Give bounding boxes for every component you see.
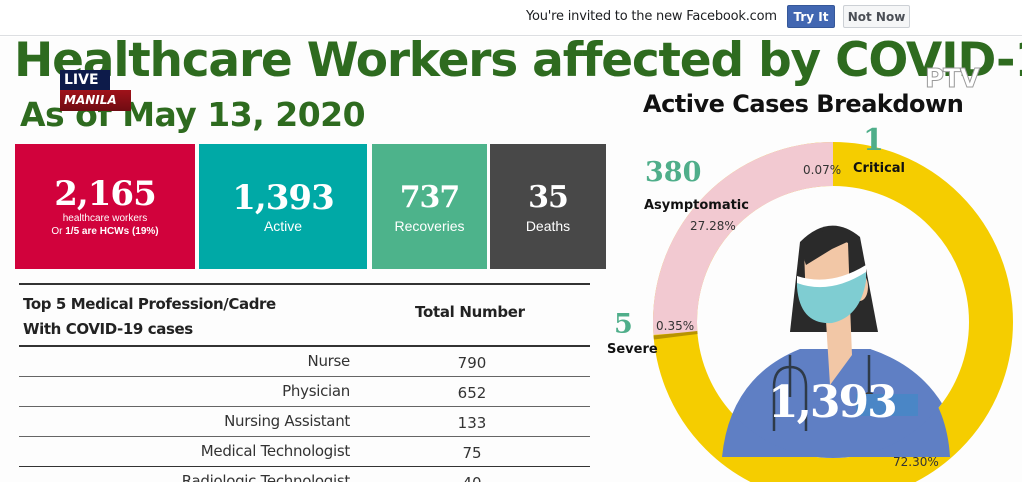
asymptomatic-pct: 27.28%: [690, 219, 736, 233]
recoveries-value: 737: [399, 179, 461, 215]
invite-message: You're invited to the new Facebook.com: [526, 9, 777, 24]
table-top-rule: [19, 283, 590, 285]
total-label: healthcare workers: [62, 212, 148, 224]
asymptomatic-segment: [653, 142, 834, 335]
live-location: MANILA: [60, 90, 131, 111]
table-row: Nursing Assistant 133: [19, 407, 590, 437]
table-row: Radiologic Technologist 40: [19, 467, 590, 482]
critical-pct: 0.07%: [803, 163, 842, 177]
row-name: Medical Technologist: [200, 442, 351, 460]
video-frame[interactable]: Healthcare Workers affected by COVID-19 …: [0, 37, 1022, 482]
table-row: Nurse 790: [19, 347, 590, 377]
facebook-invite-bar: You're invited to the new Facebook.com T…: [0, 0, 1022, 36]
total-note: Or 1/5 are HCWs (19%): [51, 225, 159, 237]
row-name: Physician: [282, 382, 350, 400]
row-value: 652: [457, 384, 487, 402]
table-header: Top 5 Medical Profession/Cadre With COVI…: [19, 285, 590, 345]
stat-card-recoveries: 737 Recoveries: [372, 144, 487, 269]
active-label: Active: [263, 217, 303, 234]
stat-card-active: 1,393 Active: [199, 144, 367, 269]
critical-count: 1: [863, 123, 884, 158]
total-value: 2,165: [54, 173, 156, 214]
asymptomatic-count: 380: [645, 157, 702, 188]
table-header-rule: [19, 345, 590, 347]
deaths-value: 35: [528, 179, 569, 215]
table-header-profession: Top 5 Medical Profession/Cadre With COVI…: [23, 295, 276, 338]
row-name: Nursing Assistant: [224, 412, 350, 430]
stat-card-deaths: 35 Deaths: [490, 144, 606, 269]
row-value: 40: [437, 474, 507, 482]
recoveries-label: Recoveries: [394, 217, 465, 234]
infographic-title: Healthcare Workers affected by COVID-19: [14, 37, 1022, 88]
table-row: Medical Technologist 75: [19, 437, 590, 467]
row-name: Nurse: [307, 352, 351, 370]
row-name: Radiologic Technologist: [181, 472, 351, 482]
profession-table: Top 5 Medical Profession/Cadre With COVI…: [19, 283, 590, 482]
active-value: 1,393: [232, 177, 334, 218]
severe-count: 5: [614, 309, 633, 340]
donut-chart: [653, 142, 1013, 482]
severe-pct: 0.35%: [656, 319, 695, 333]
row-value: 75: [462, 444, 482, 462]
donut-center-value: 1,393: [768, 377, 898, 428]
severe-label: Severe: [607, 342, 658, 357]
ptv-watermark-logo: PTV: [925, 64, 981, 95]
try-it-button[interactable]: Try It: [787, 5, 835, 28]
mild-pct: 72.30%: [893, 455, 939, 469]
live-badge: LIVE MANILA: [60, 70, 131, 111]
table-row: Physician 652: [19, 377, 590, 407]
deaths-label: Deaths: [525, 217, 571, 234]
row-value: 790: [457, 354, 487, 372]
healthcare-worker-illustration: [722, 225, 965, 458]
donut-chart-title: Active Cases Breakdown: [643, 90, 964, 118]
stat-card-total: 2,165 healthcare workers Or 1/5 are HCWs…: [15, 144, 195, 269]
not-now-button[interactable]: Not Now: [843, 5, 910, 28]
asymptomatic-label: Asymptomatic: [644, 198, 749, 213]
row-value: 133: [457, 414, 487, 432]
live-label: LIVE: [60, 70, 110, 90]
critical-label: Critical: [853, 161, 906, 176]
table-header-total: Total Number: [415, 303, 525, 321]
